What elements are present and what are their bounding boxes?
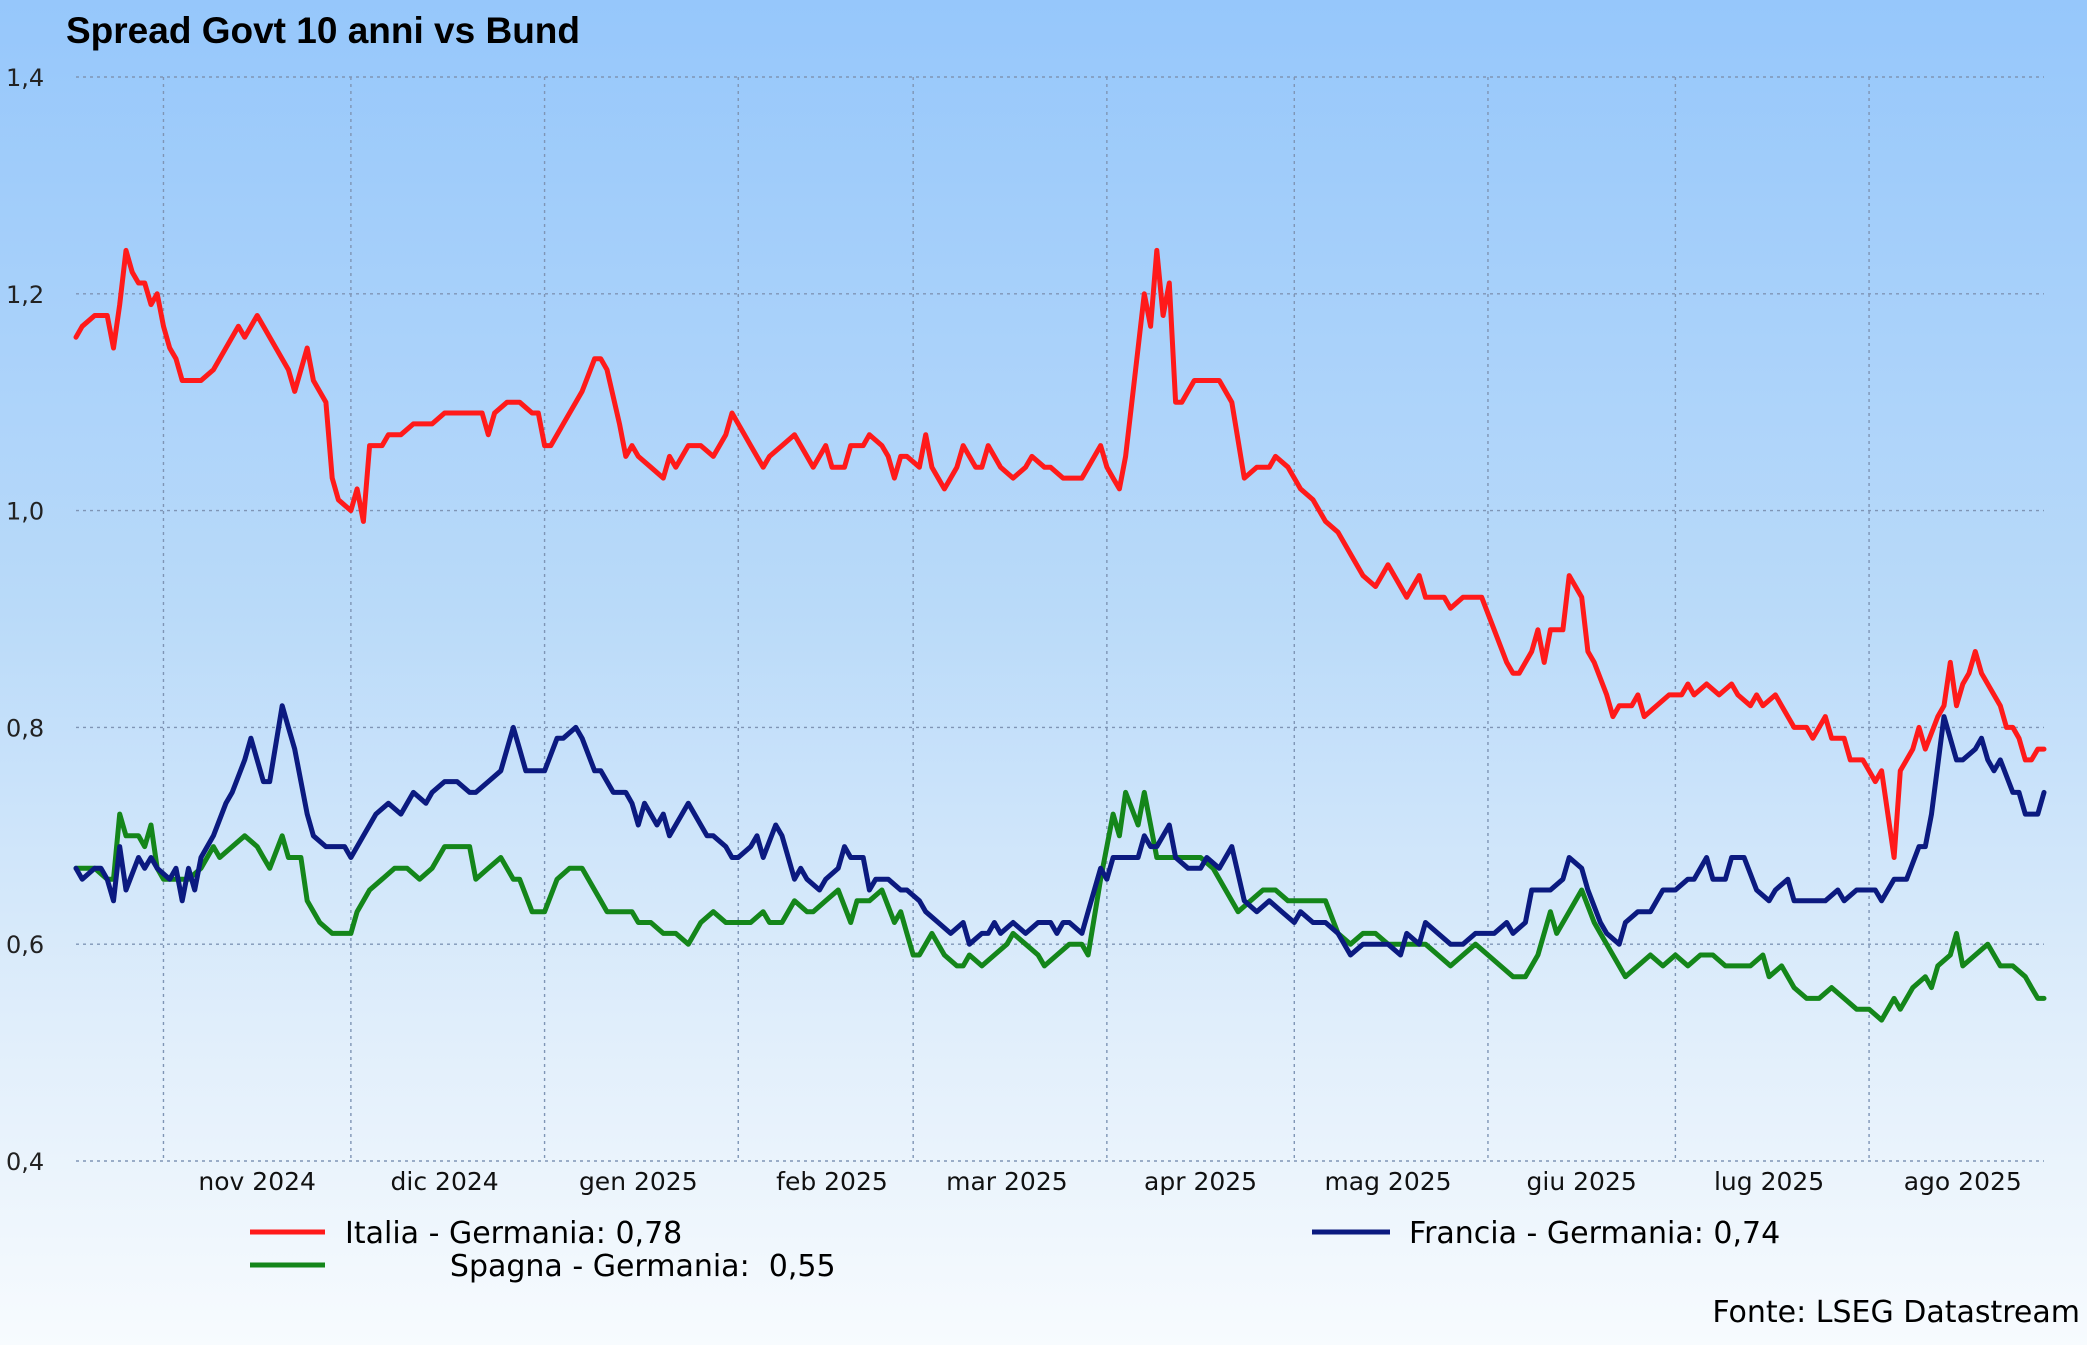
y-tick-label: 0,8 [6,714,44,742]
chart-title: Spread Govt 10 anni vs Bund [66,10,580,51]
y-tick-label: 0,4 [6,1148,44,1176]
x-tick-label: gen 2025 [579,1167,698,1196]
series-lines [73,247,2047,1023]
series-line-italia [73,247,2047,860]
x-tick-label: feb 2025 [776,1167,888,1196]
x-tick-label: mar 2025 [946,1167,1068,1196]
y-tick-label: 1,2 [6,281,44,309]
x-tick-label: giu 2025 [1527,1167,1637,1196]
x-tick-label: apr 2025 [1144,1167,1257,1196]
legend-item-italia: Italia - Germania: 0,78 [250,1216,682,1251]
series-line-francia [73,703,2047,958]
grid [76,76,2044,1162]
legend-item-francia: Francia - Germania: 0,74 [1312,1216,1780,1251]
x-axis-ticks: nov 2024 dic 2024 gen 2025 feb 2025 mar 2025… [198,1167,2021,1196]
x-tick-label: ago 2025 [1904,1167,2022,1196]
source-note: Fonte: LSEG Datastream [1712,1295,2080,1330]
x-tick-label: lug 2025 [1714,1167,1824,1196]
y-tick-label: 0,6 [6,931,44,959]
y-tick-label: 1,4 [6,64,44,92]
legend-item-spagna: Spagna - Germania: 0,55 [250,1249,921,1284]
legend: Italia - Germania: 0,78 Spagna - Germani… [250,1216,1780,1284]
x-tick-label: dic 2024 [391,1167,499,1196]
legend-label-spagna: Spagna - Germania: 0,55 [345,1249,921,1284]
series-line-spagna [73,789,2047,1023]
legend-label-italia: Italia - Germania: 0,78 [345,1216,682,1251]
legend-label-francia: Francia - Germania: 0,74 [1409,1216,1780,1251]
y-tick-label: 1,0 [6,498,44,526]
x-tick-label: nov 2024 [198,1167,316,1196]
y-axis-ticks: 0,4 0,6 0,8 1,0 1,2 1,4 [6,64,44,1176]
x-tick-label: mag 2025 [1324,1167,1451,1196]
